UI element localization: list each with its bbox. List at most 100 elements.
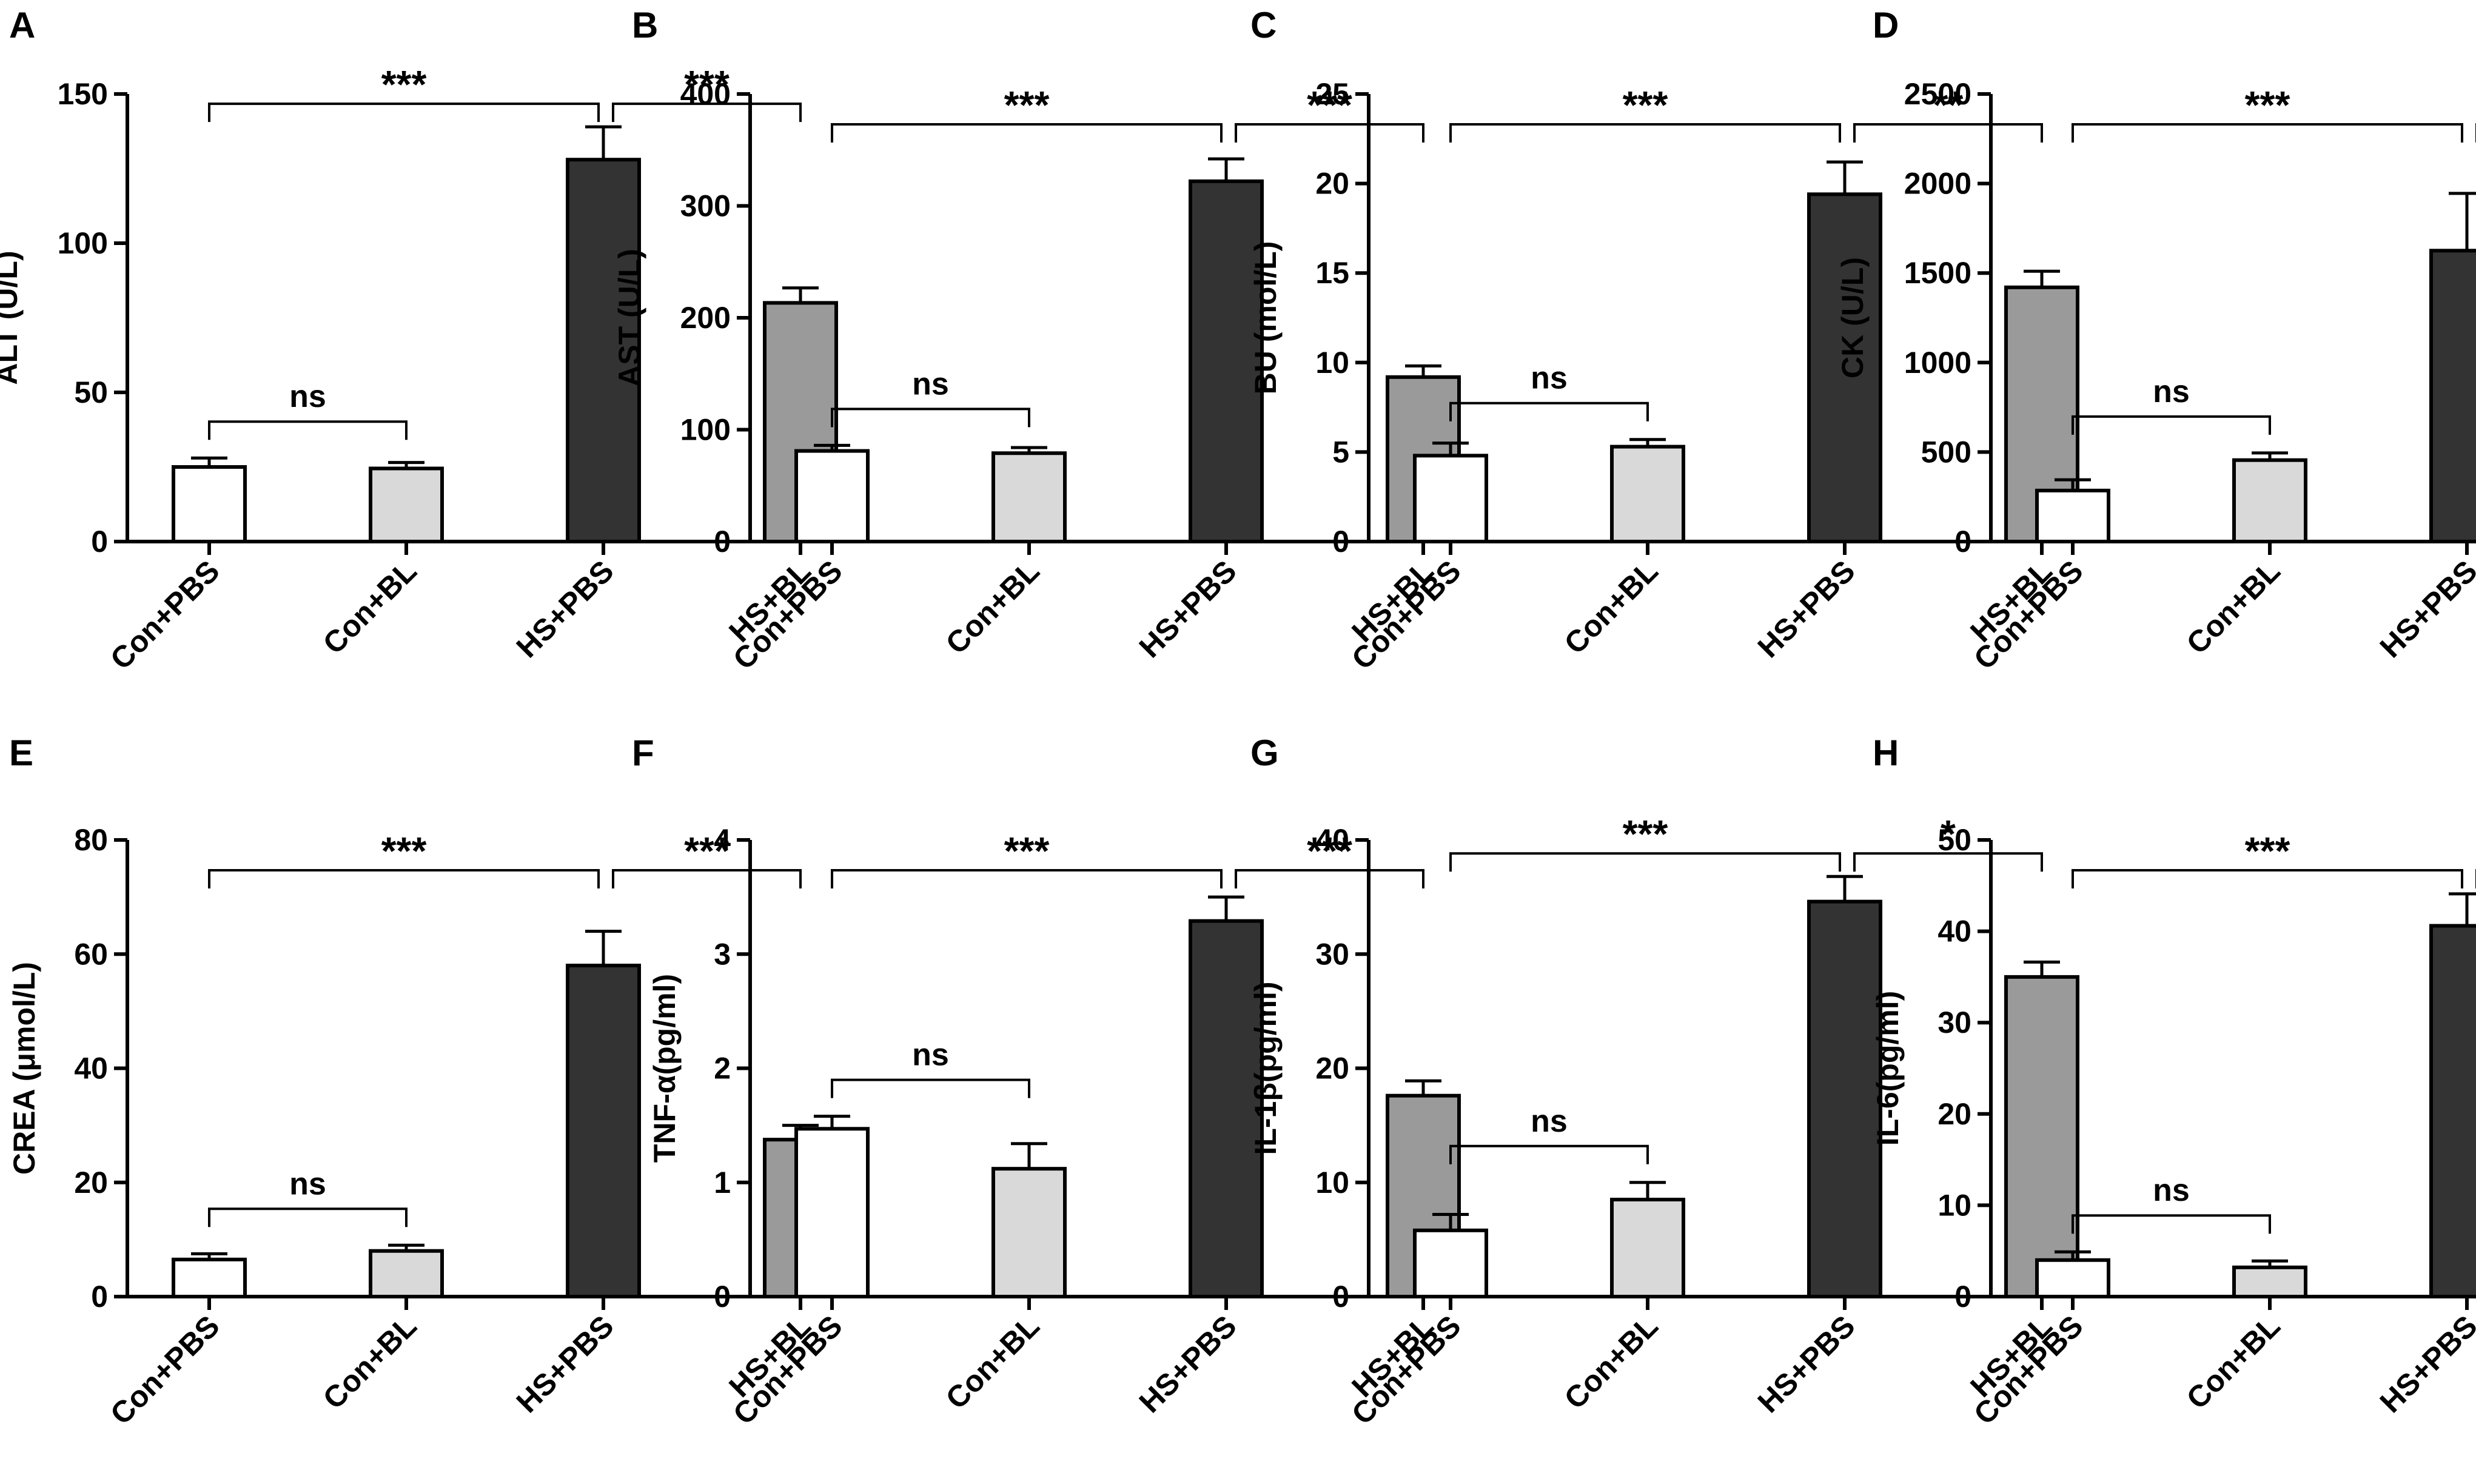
x-tick-label: Con+BL	[317, 1309, 423, 1415]
significance-label: ns	[1531, 1104, 1568, 1139]
bar-con-bl	[369, 1249, 444, 1298]
significance-bracket	[208, 420, 408, 440]
y-tick-label: 100	[58, 226, 108, 260]
significance-label: ***	[684, 829, 730, 873]
y-tick-label: 0	[1954, 525, 1971, 559]
y-tick-label: 2500	[1904, 77, 1971, 111]
bar-hs-pbs	[566, 964, 641, 1298]
y-tick-label: 200	[680, 301, 731, 335]
bar-con-pbs	[2035, 1258, 2110, 1299]
significance-label: ***	[1307, 83, 1352, 127]
bar-con-pbs	[172, 465, 247, 543]
y-tick-label: 40	[1938, 915, 1971, 948]
y-tick-label: 400	[680, 77, 731, 111]
y-tick-label: 60	[74, 937, 108, 971]
significance-label: ***	[684, 62, 730, 106]
x-tick-label: Con+BL	[939, 554, 1046, 660]
y-axis-label: ALT (U/L)	[0, 250, 24, 384]
x-tick-label: Con+BL	[317, 554, 423, 660]
x-tick-label: Con+BL	[2180, 554, 2287, 660]
significance-label: ***	[2245, 83, 2290, 127]
significance-label: ***	[381, 829, 427, 873]
x-tick-label: HS+PBS	[510, 554, 620, 664]
significance-bracket	[208, 869, 600, 888]
y-tick-label: 20	[74, 1166, 108, 1200]
panel-letter: B	[632, 5, 658, 45]
x-tick-label: HS+PBS	[1133, 554, 1243, 664]
y-tick-label: 2000	[1904, 167, 1971, 201]
bar-hs-bl	[2004, 975, 2079, 1298]
y-tick-label: 100	[680, 413, 731, 447]
panel-letter: G	[1250, 733, 1279, 773]
panel-letter: D	[1873, 5, 1899, 45]
y-tick-label: 50	[1938, 823, 1971, 857]
y-tick-label: 0	[714, 525, 731, 559]
significance-label: *	[1941, 812, 1956, 856]
significance-bracket	[1235, 123, 1424, 143]
bar-con-bl	[991, 451, 1067, 543]
y-tick-label: 0	[1954, 1280, 1971, 1314]
significance-bracket	[1449, 1144, 1649, 1164]
significance-label: ***	[1004, 829, 1050, 873]
bar-con-pbs	[2035, 488, 2110, 543]
y-tick-label: 30	[1315, 937, 1349, 971]
significance-bracket	[1449, 852, 1841, 872]
y-tick-label: 0	[1332, 525, 1349, 559]
significance-label: ns	[1531, 361, 1568, 396]
y-axis-label: TNF-α(pg/ml)	[648, 974, 682, 1163]
significance-bracket	[1449, 123, 1841, 143]
y-tick-label: 0	[91, 525, 108, 559]
bar-con-pbs	[172, 1257, 247, 1299]
significance-bracket	[2072, 869, 2463, 888]
x-tick-label: HS+PBS	[2374, 1309, 2476, 1419]
panel-letter: C	[1250, 5, 1277, 45]
x-tick-label: HS+PBS	[2374, 554, 2476, 664]
panel-letter: A	[9, 5, 35, 45]
y-tick-label: 50	[74, 375, 108, 409]
y-tick-label: 1	[714, 1166, 731, 1200]
bar-hs-pbs	[566, 158, 641, 543]
y-tick-label: 150	[58, 77, 108, 111]
panel-letter: H	[1873, 733, 1899, 773]
y-tick-label: 15	[1315, 256, 1349, 290]
x-tick-label: HS+PBS	[510, 1309, 620, 1419]
significance-bracket	[1853, 123, 2043, 143]
x-tick-label: Con+BL	[1558, 1309, 1665, 1415]
y-tick-label: 3	[714, 937, 731, 971]
significance-label: ns	[912, 1038, 949, 1073]
panel-letter: E	[9, 733, 33, 773]
significance-label: ***	[1623, 812, 1668, 856]
bar-hs-pbs	[2429, 249, 2476, 543]
bar-con-bl	[991, 1167, 1067, 1299]
y-axis-label: CREA (μmol/L)	[7, 962, 41, 1175]
significance-label: ns	[289, 1166, 326, 1201]
significance-bracket	[2072, 415, 2271, 435]
x-tick-label: HS+PBS	[1751, 1309, 1862, 1419]
x-tick-label: Con+PBS	[104, 1309, 226, 1431]
bar-con-pbs	[1413, 454, 1488, 544]
bar-con-pbs	[1413, 1228, 1488, 1298]
significance-label: ns	[2153, 374, 2190, 409]
significance-bracket	[612, 869, 802, 888]
y-tick-label: 10	[1938, 1188, 1971, 1222]
significance-label: ***	[2245, 829, 2290, 873]
bar-con-bl	[2232, 1265, 2307, 1299]
bar-con-bl	[2232, 458, 2307, 544]
x-tick-label: Con+PBS	[104, 554, 226, 676]
y-tick-label: 20	[1315, 167, 1349, 201]
x-tick-label: HS+PBS	[1133, 1309, 1243, 1419]
bar-con-pbs	[794, 449, 870, 543]
y-tick-label: 5	[1332, 435, 1349, 469]
significance-bracket	[2072, 1214, 2271, 1234]
significance-bracket	[831, 123, 1223, 143]
y-tick-label: 25	[1315, 77, 1349, 111]
bar-hs-pbs	[1807, 899, 1882, 1298]
significance-bracket	[2072, 123, 2463, 143]
